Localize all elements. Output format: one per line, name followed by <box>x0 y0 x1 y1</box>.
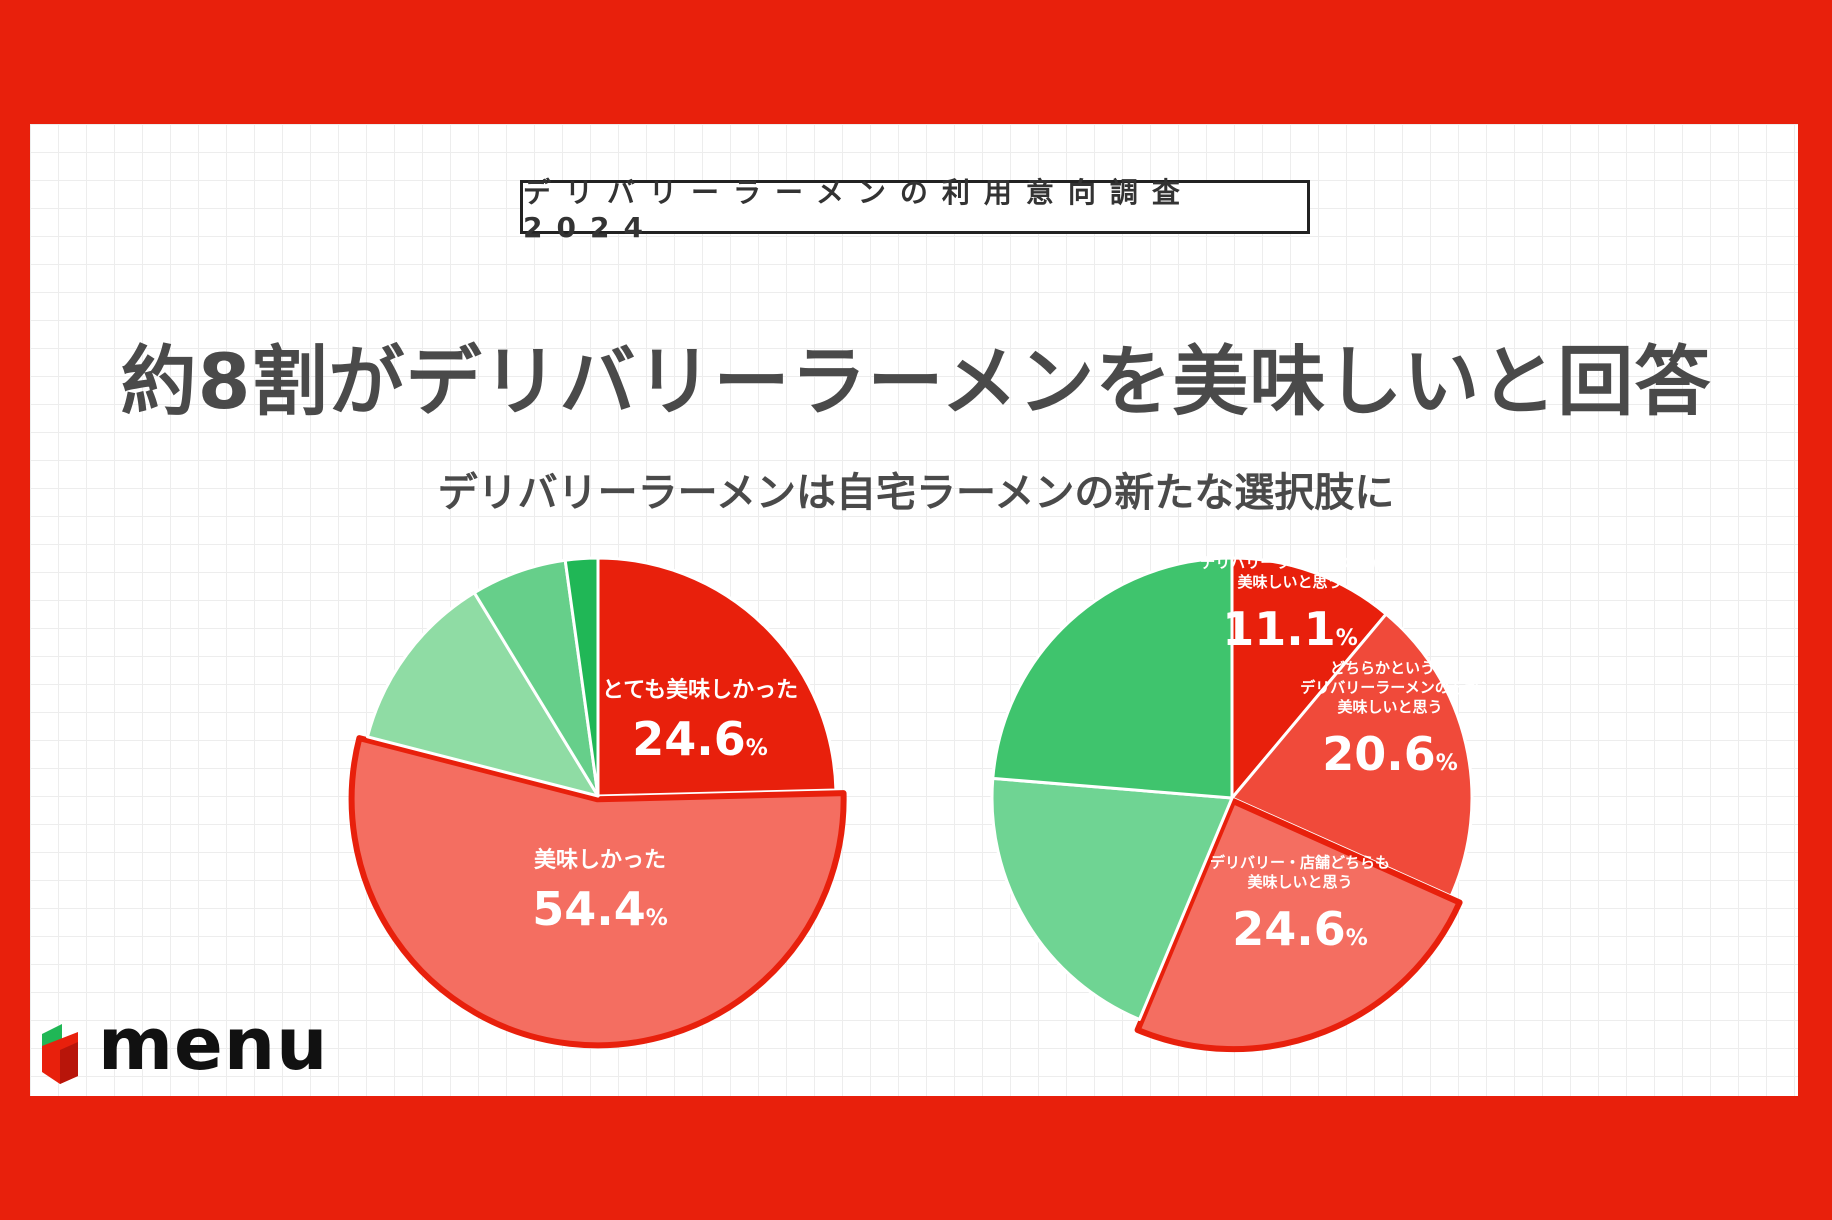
pie1-label-2: 美味しかった 54.4% <box>532 847 668 936</box>
pie2-label-text: 美味しいと思う <box>1337 698 1442 716</box>
pie2-label-text: デリバリーラーメンの方が <box>1200 554 1380 572</box>
pie1-slice-1 <box>596 556 838 798</box>
menu-logo: menu <box>38 1002 327 1088</box>
pie2-value-1: 11.1% <box>1222 602 1358 656</box>
pie2-value-2: 20.6% <box>1322 727 1458 781</box>
pie1-slice-5 <box>563 556 600 798</box>
pie2-slice-1 <box>1230 556 1388 800</box>
survey-label: デリバリーラーメンの利用意向調査2024 <box>520 176 1310 244</box>
pie2-slice-3 <box>1134 798 1463 1053</box>
pie2-label-text: どちらかというと <box>1330 659 1450 677</box>
pie1-slice-2 <box>348 735 847 1049</box>
pie1-value-1: 24.6% <box>632 712 768 766</box>
pie2-label-text: デリバリー・店舗どちらも <box>1210 854 1390 872</box>
pie1-slice-3 <box>365 591 600 798</box>
pie2-slice-5 <box>991 556 1234 800</box>
pie2-label-text: 美味しいと思う <box>1237 573 1342 591</box>
pie1-value-2: 54.4% <box>532 882 668 936</box>
headline: 約8割がデリバリーラーメンを美味しいと回答 <box>120 337 1712 426</box>
pie1-label-1: とても美味しかった 24.6% <box>602 677 798 766</box>
pie1-label-text: とても美味しかった <box>602 677 798 703</box>
pie2-slice-4 <box>990 776 1234 1021</box>
pie2-label-text: 美味しいと思う <box>1247 873 1352 891</box>
pie2-label-text: デリバリーラーメンの方が <box>1300 679 1480 697</box>
pie1-label-text: 美味しかった <box>534 847 666 873</box>
logo-text: menu <box>98 1002 329 1086</box>
pie2-value-3: 24.6% <box>1232 902 1368 956</box>
content-card <box>30 124 1798 1096</box>
logo-box-icon <box>42 1024 78 1084</box>
subhead: デリバリーラーメンは自宅ラーメンの新たな選択肢に <box>437 470 1395 516</box>
survey-label-text: デリバリーラーメンの利用意向調査2024 <box>523 175 1194 244</box>
pie2-slice-2 <box>1230 612 1474 898</box>
